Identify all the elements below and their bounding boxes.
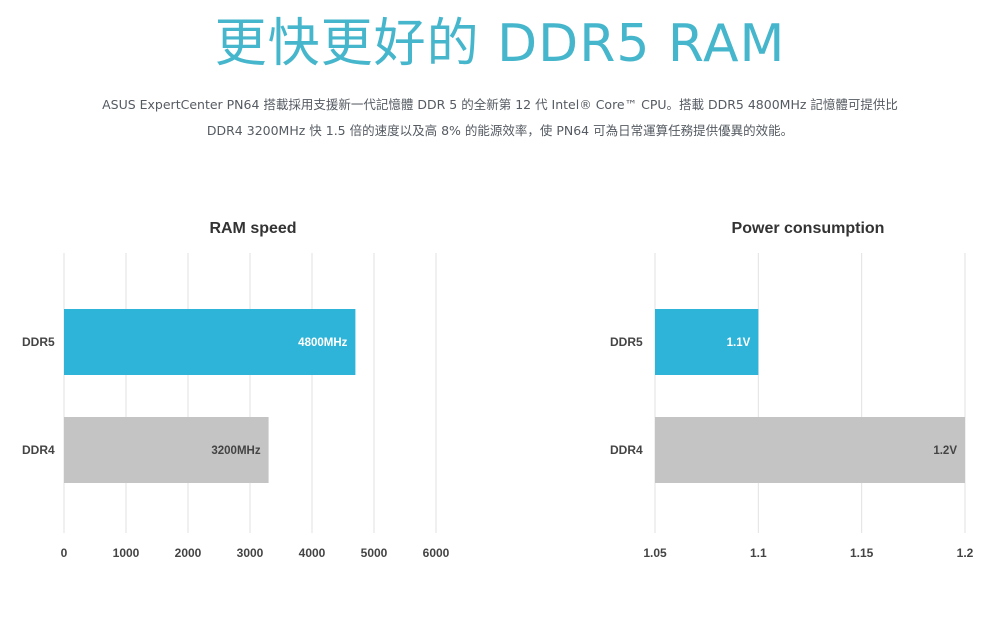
speed-x-tick-label: 5000 (361, 546, 388, 560)
intro-line-1: ASUS ExpertCenter PN64 搭載採用支援新一代記憶體 DDR … (102, 97, 898, 112)
power-x-tick-label: 1.15 (850, 546, 874, 560)
speed-x-tick-label: 0 (61, 546, 68, 560)
power-category-label: DDR5 (610, 335, 643, 349)
speed-category-label: DDR4 (22, 443, 55, 457)
ram-speed-chart: RAM speed 0 1000 2000 3000 4000 5000 6000 DDR5 48… (22, 220, 450, 560)
power-data-label: 1.1V (727, 337, 751, 349)
power-consumption-chart: Power consumption 1.05 1.1 1.15 1.2 DDR5 1.1V D… (610, 220, 974, 560)
power-x-tick-label: 1.1 (750, 546, 767, 560)
intro-line-2: DDR4 3200MHz 快 1.5 倍的速度以及高 8% 的能源效率，使 PN… (206, 123, 794, 138)
power-x-tick-label: 1.05 (643, 546, 667, 560)
power-data-label: 1.2V (933, 445, 957, 457)
speed-x-tick-label: 6000 (423, 546, 450, 560)
speed-x-tick-label: 3000 (237, 546, 264, 560)
power-bar-ddr5 (655, 309, 759, 375)
speed-bar-ddr4 (64, 417, 269, 483)
power-chart-title: Power consumption (732, 220, 885, 237)
speed-x-tick-label: 1000 (113, 546, 140, 560)
speed-data-label: 4800MHz (298, 337, 347, 349)
power-bar-ddr4 (655, 417, 965, 483)
speed-bar-ddr5 (64, 309, 356, 375)
speed-data-label: 3200MHz (211, 445, 260, 457)
speed-x-tick-label: 4000 (299, 546, 326, 560)
speed-x-tick-label: 2000 (175, 546, 202, 560)
power-x-tick-label: 1.2 (957, 546, 974, 560)
speed-chart-title: RAM speed (209, 220, 296, 237)
page-headline: 更快更好的 DDR5 RAM (214, 14, 786, 74)
power-category-label: DDR4 (610, 443, 643, 457)
intro-text: ASUS ExpertCenter PN64 搭載採用支援新一代記憶體 DDR … (60, 92, 940, 144)
speed-category-label: DDR5 (22, 335, 55, 349)
